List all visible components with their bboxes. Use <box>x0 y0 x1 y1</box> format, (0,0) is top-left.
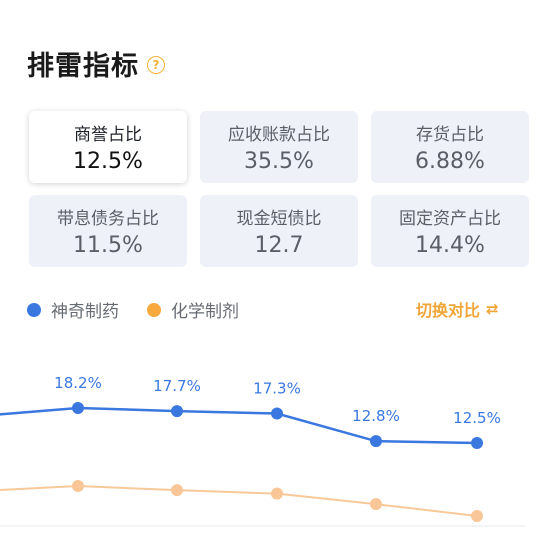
metric-value: 11.5% <box>73 233 143 258</box>
metric-label: 固定资产占比 <box>399 209 501 229</box>
data-label: 12.5% <box>453 409 501 427</box>
legend-item-series2[interactable]: 化学制剂 <box>147 297 239 322</box>
data-point[interactable] <box>370 498 382 511</box>
data-point[interactable] <box>171 484 183 497</box>
line-chart: 18.2% 17.7% 17.3% 12.8% 12.5% <box>0 374 525 527</box>
metric-value: 6.88% <box>415 149 485 174</box>
data-point[interactable] <box>271 487 283 500</box>
section-title: 排雷指标 <box>27 51 139 82</box>
switch-compare-label: 切换对比 <box>416 301 481 320</box>
legend-dot-icon <box>27 302 41 317</box>
data-label: 17.3% <box>253 380 301 398</box>
chart-legend: 神奇制药 化学制剂 <box>27 297 267 322</box>
metric-label: 存货占比 <box>416 125 484 145</box>
metric-label: 带息债务占比 <box>57 209 159 229</box>
data-point[interactable] <box>471 437 483 449</box>
data-point[interactable] <box>271 407 283 420</box>
series-chemical <box>0 480 483 522</box>
legend-item-series1[interactable]: 神奇制药 <box>27 297 119 322</box>
metric-card-inventory[interactable]: 存货占比 6.88% <box>371 111 529 183</box>
metric-card-goodwill[interactable]: 商誉占比 12.5% <box>29 111 187 183</box>
metric-label: 应收账款占比 <box>228 125 330 145</box>
metric-value: 12.5% <box>73 149 143 174</box>
data-point[interactable] <box>471 510 483 522</box>
switch-icon: ⇄ <box>486 300 499 318</box>
metric-label: 商誉占比 <box>74 125 142 145</box>
series-line <box>0 484 478 517</box>
data-point[interactable] <box>171 405 183 418</box>
metric-card-fixed-assets[interactable]: 固定资产占比 14.4% <box>371 195 529 267</box>
legend-label: 神奇制药 <box>51 302 119 322</box>
metric-card-interest-debt[interactable]: 带息债务占比 11.5% <box>29 195 187 267</box>
data-point[interactable] <box>370 435 382 448</box>
metric-card-cash-short-debt[interactable]: 现金短债比 12.7 <box>200 195 358 267</box>
metric-value: 35.5% <box>244 149 314 174</box>
legend-dot-icon <box>147 302 161 317</box>
data-label: 12.8% <box>352 407 400 425</box>
metric-card-receivables[interactable]: 应收账款占比 35.5% <box>200 111 358 183</box>
legend-label: 化学制剂 <box>171 302 239 322</box>
section-header: 排雷指标 ? <box>27 44 165 83</box>
help-icon[interactable]: ? <box>147 56 165 74</box>
series-line <box>0 406 478 445</box>
data-label: 18.2% <box>54 374 102 392</box>
metric-value: 12.7 <box>254 233 304 258</box>
data-label: 17.7% <box>153 377 201 395</box>
data-point[interactable] <box>72 402 84 414</box>
metric-label: 现金短债比 <box>236 209 322 229</box>
series-shenqi: 18.2% 17.7% 17.3% 12.8% 12.5% <box>0 374 501 449</box>
metric-value: 14.4% <box>415 233 485 258</box>
data-point[interactable] <box>72 480 84 492</box>
switch-compare-button[interactable]: 切换对比 ⇄ <box>416 297 499 321</box>
